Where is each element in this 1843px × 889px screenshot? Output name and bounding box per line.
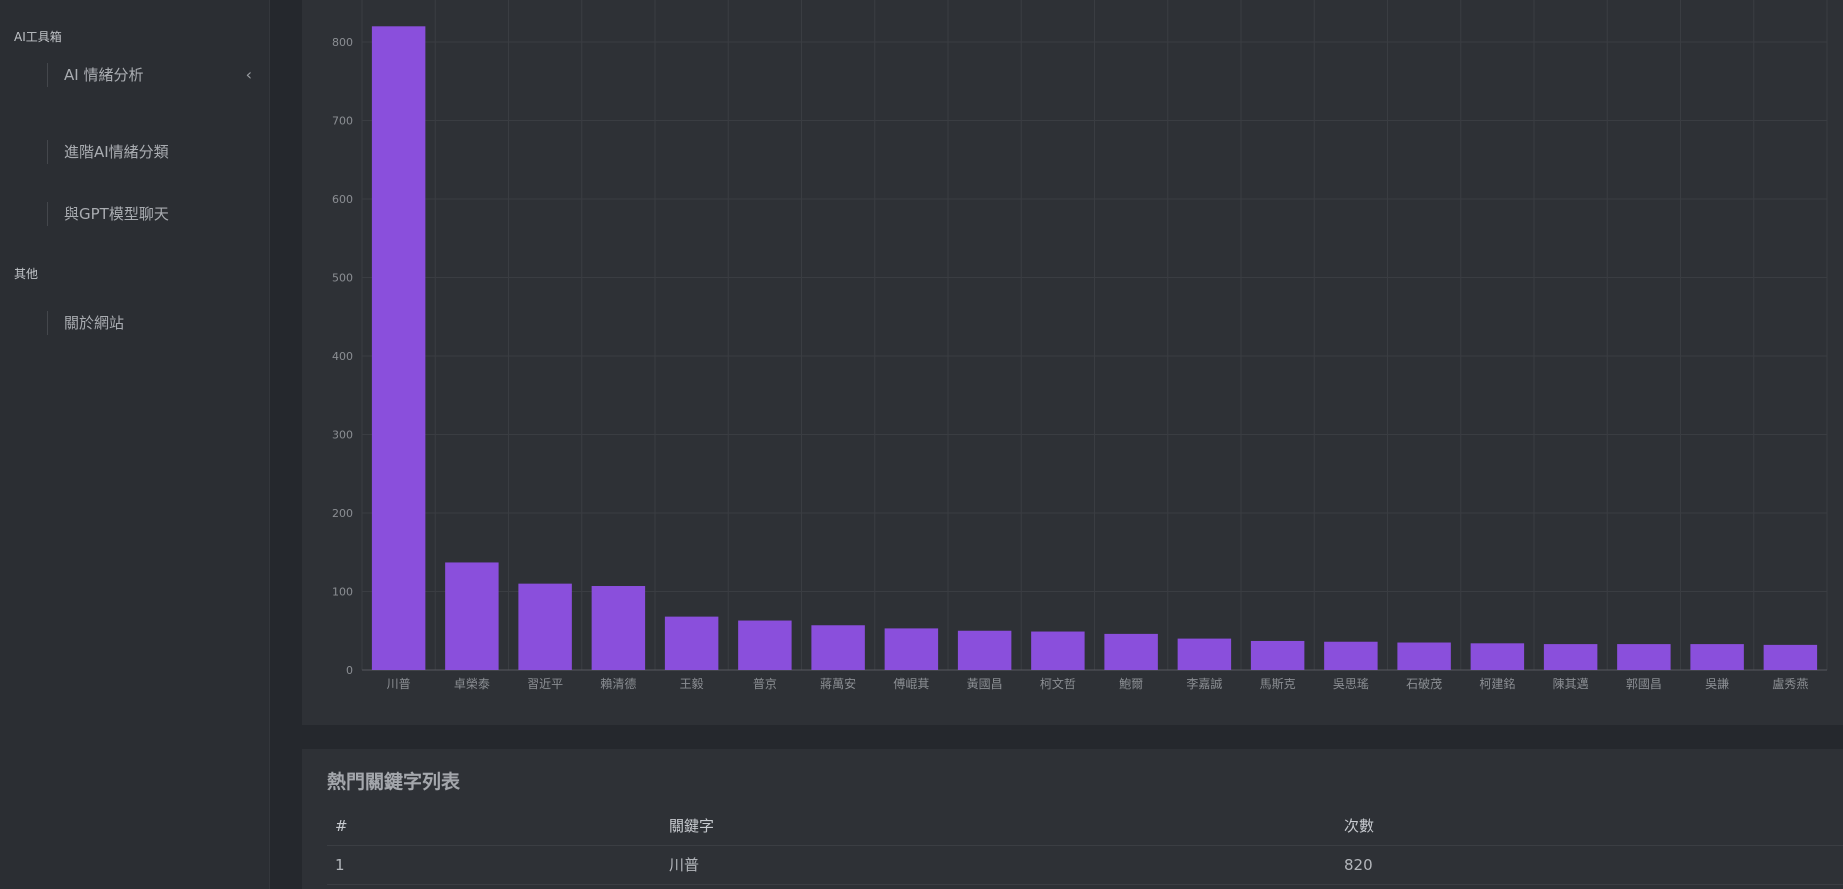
x-tick-label: 柯文哲 xyxy=(1040,676,1076,691)
y-tick-label: 500 xyxy=(332,272,353,285)
y-tick-label: 400 xyxy=(332,350,353,363)
x-tick-label: 石破茂 xyxy=(1406,676,1442,691)
x-tick-label: 盧秀燕 xyxy=(1772,677,1808,691)
bar-16 xyxy=(1470,643,1525,670)
bar-5 xyxy=(664,616,719,670)
sidebar-item-gpt-chat[interactable]: 與GPT模型聊天 xyxy=(47,202,252,226)
row-count: 820 xyxy=(1344,856,1373,874)
bar-chart: 0 100 200 300 400 500 600 700 800 川普 卓榮泰 習近平 賴清德 王毅 普京… xyxy=(332,0,1828,691)
x-tick-label: 陳其邁 xyxy=(1553,677,1589,691)
section-divider xyxy=(302,725,1843,749)
table-row[interactable]: 1 川普 820 xyxy=(327,846,1843,885)
x-tick-label: 蔣萬安 xyxy=(820,676,856,691)
x-tick-label: 普京 xyxy=(753,677,777,691)
section-label-other: 其他 xyxy=(14,267,39,281)
section-label-ai-toolbox: AI工具箱 xyxy=(14,30,62,44)
x-tick-label: 賴清德 xyxy=(600,676,636,691)
y-tick-label: 0 xyxy=(346,664,353,677)
header-index: # xyxy=(335,817,348,835)
x-tick-label: 郭國昌 xyxy=(1626,677,1662,691)
sidebar-item-label: 關於網站 xyxy=(64,314,125,332)
bar-8 xyxy=(884,628,939,670)
x-tick-label: 川普 xyxy=(387,677,411,691)
sidebar-item-label: AI 情緒分析 xyxy=(64,66,144,84)
x-tick-label: 吳思瑤 xyxy=(1333,677,1369,691)
header-count: 次數 xyxy=(1344,817,1375,835)
sidebar-item-ai-sentiment[interactable]: AI 情緒分析 ‹ xyxy=(47,63,252,87)
y-tick-label: 600 xyxy=(332,193,353,206)
bar-13 xyxy=(1250,640,1305,670)
row-index: 1 xyxy=(335,856,345,874)
sidebar-item-advanced-ai-classify[interactable]: 進階AI情緒分類 xyxy=(47,140,252,164)
table-header-row: # 關鍵字 次數 xyxy=(327,807,1843,846)
x-tick-label: 鮑爾 xyxy=(1119,677,1143,691)
x-tick-label: 馬斯克 xyxy=(1260,677,1296,691)
bar-7 xyxy=(811,625,865,670)
header-keyword: 關鍵字 xyxy=(669,817,715,835)
y-tick-label: 700 xyxy=(332,115,353,128)
sidebar: AI工具箱 AI 情緒分析 ‹ 進階AI情緒分類 與GPT模型聊天 其他 關於網… xyxy=(0,0,270,889)
table-title: 熱門關鍵字列表 xyxy=(327,771,461,793)
bar-17 xyxy=(1543,644,1598,670)
bar-14 xyxy=(1324,641,1378,670)
y-tick-label: 100 xyxy=(332,586,353,599)
bar-6 xyxy=(738,620,792,670)
sidebar-item-label: 進階AI情緒分類 xyxy=(64,143,169,161)
row-keyword: 川普 xyxy=(669,856,700,874)
x-tick-label: 吳謙 xyxy=(1705,677,1729,691)
sidebar-item-about[interactable]: 關於網站 xyxy=(47,311,252,335)
sidebar-item-label: 與GPT模型聊天 xyxy=(64,205,169,223)
x-tick-label: 柯建銘 xyxy=(1479,676,1515,691)
y-tick-label: 200 xyxy=(332,507,353,520)
chart-card: 0 100 200 300 400 500 600 700 800 川普 卓榮泰 習近平 賴清德 王毅 普京… xyxy=(302,0,1843,725)
x-tick-label: 傅崐萁 xyxy=(893,677,929,691)
bar-11 xyxy=(1104,633,1158,670)
x-tick-label: 李嘉誠 xyxy=(1186,676,1222,691)
bar-15 xyxy=(1397,642,1451,670)
bar-10 xyxy=(1031,631,1085,670)
bar-1 xyxy=(371,26,426,671)
y-tick-label: 300 xyxy=(332,429,353,442)
x-tick-label: 王毅 xyxy=(680,676,704,691)
chevron-left-icon[interactable]: ‹ xyxy=(245,65,252,84)
bar-4 xyxy=(591,586,646,670)
bar-18 xyxy=(1617,644,1671,670)
x-tick-label: 卓榮泰 xyxy=(454,677,490,691)
bar-12 xyxy=(1177,638,1232,670)
bar-9 xyxy=(957,630,1012,670)
bar-3 xyxy=(518,583,572,670)
keyword-table-card: 熱門關鍵字列表 # 關鍵字 次數 1 川普 820 xyxy=(302,749,1843,889)
bar-19 xyxy=(1690,644,1744,670)
bar-20 xyxy=(1763,644,1818,670)
content-gutter xyxy=(270,0,302,889)
x-tick-label: 黃國昌 xyxy=(967,677,1003,691)
x-tick-label: 習近平 xyxy=(527,677,563,691)
bar-2 xyxy=(445,562,499,670)
y-tick-label: 800 xyxy=(332,36,353,49)
